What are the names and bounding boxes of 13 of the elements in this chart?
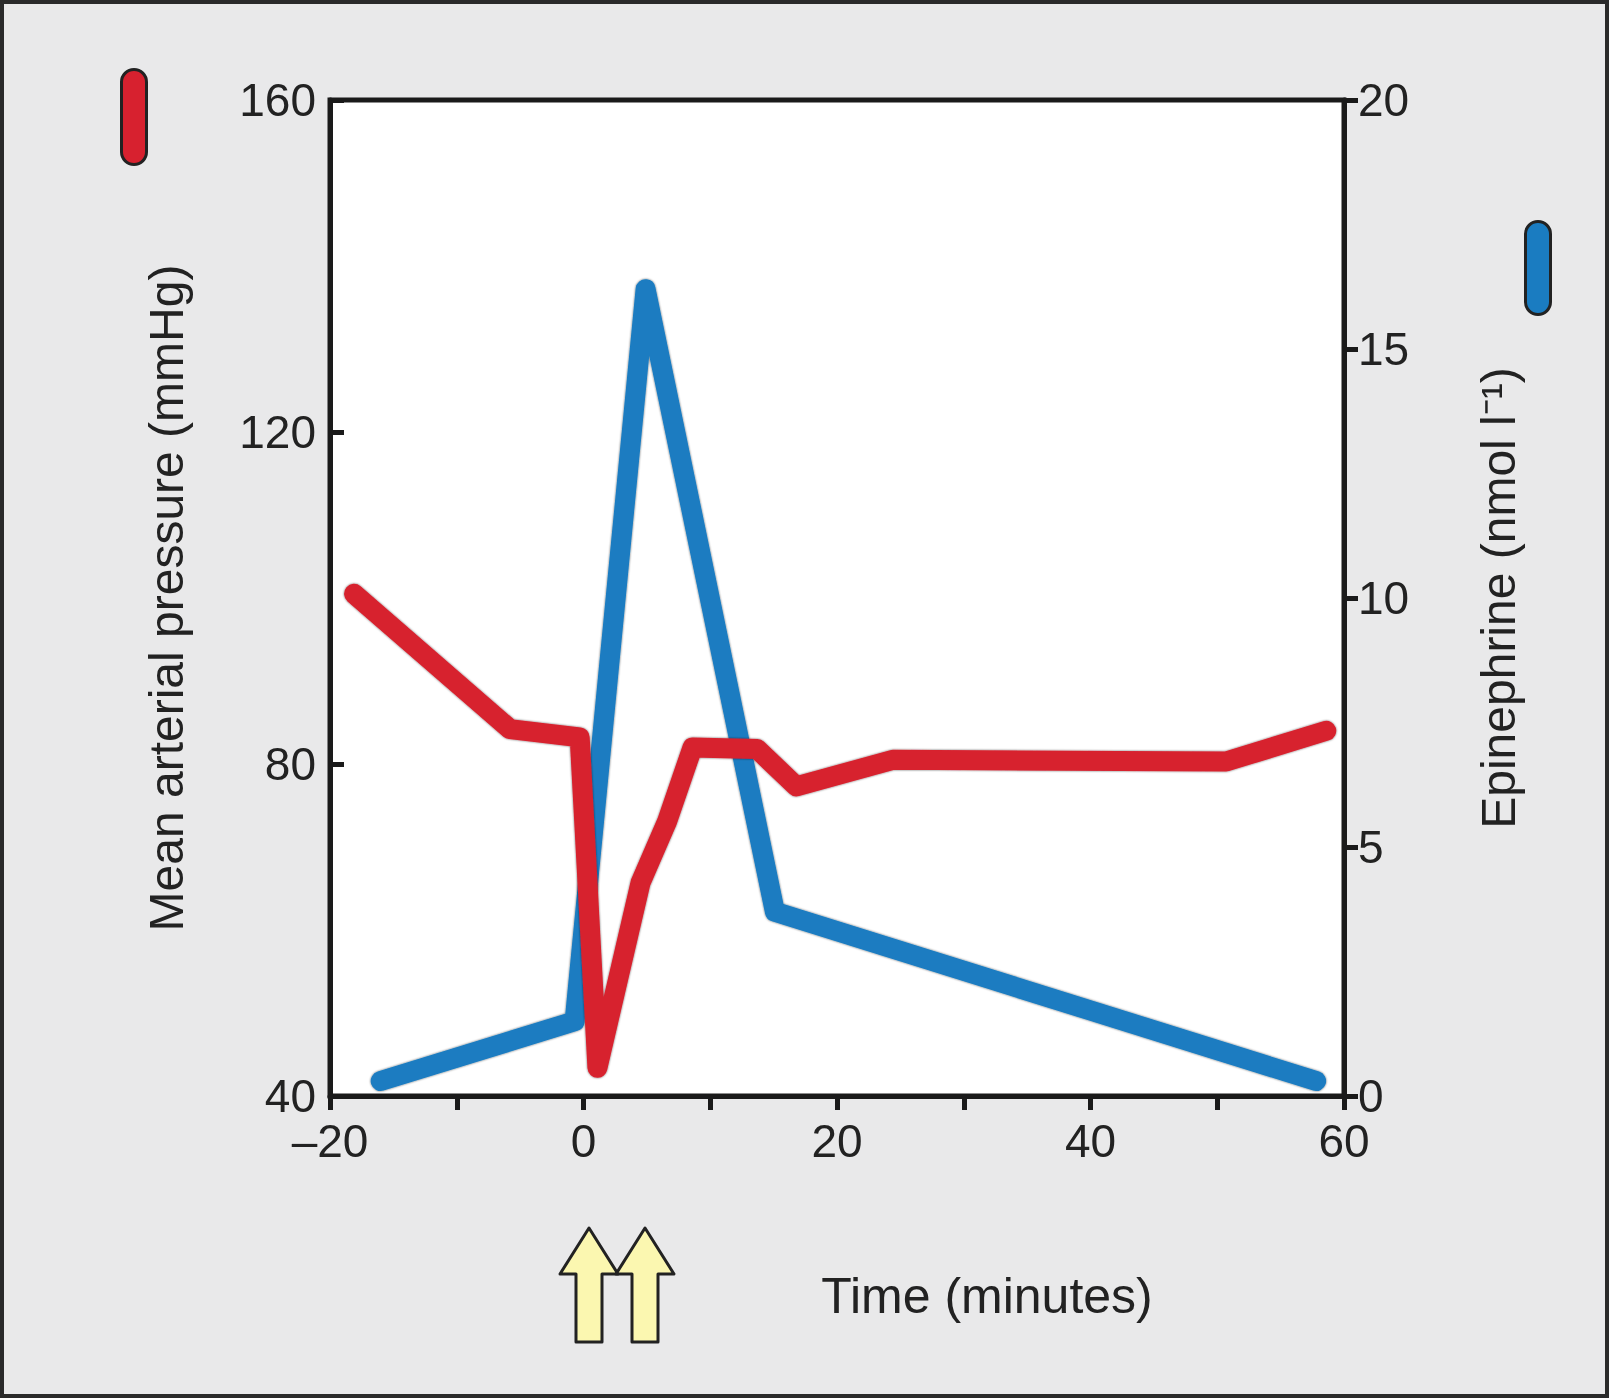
x-tick-label: 0 (570, 1115, 597, 1167)
y-tick-label: 120 (239, 406, 316, 458)
y2-tick-label: 20 (1358, 74, 1410, 126)
y2-axis-title: Epinephrine (nmol l⁻¹) (1471, 367, 1525, 829)
y-tick-label: 160 (239, 74, 316, 126)
y-axis-title: Mean arterial pressure (mmHg) (139, 264, 193, 932)
x-tick-label: 40 (1064, 1115, 1117, 1167)
y2-tick-label: 10 (1358, 572, 1410, 624)
y-tick-label: 80 (264, 738, 316, 790)
y2-tick-label: 15 (1358, 323, 1410, 375)
y2-tick-label: 5 (1358, 821, 1384, 873)
x-tick-label: 20 (811, 1115, 863, 1167)
x-axis-title: Time (minutes) (821, 1268, 1153, 1324)
